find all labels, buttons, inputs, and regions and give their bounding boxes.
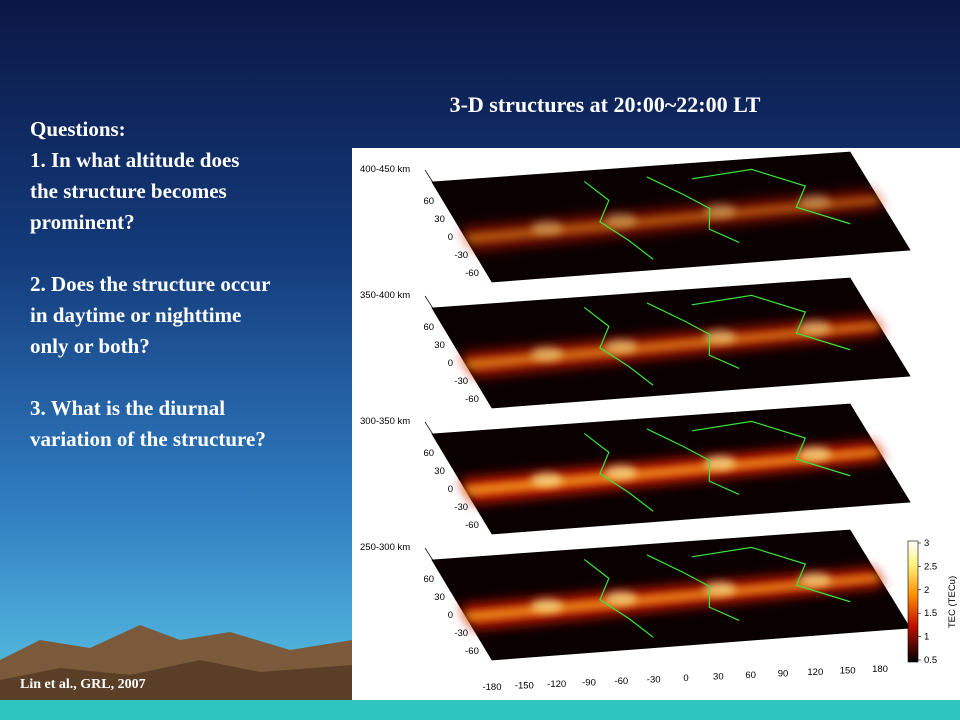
question-line: 3. What is the diurnal <box>30 396 225 420</box>
colorbar-tick-label: 3 <box>924 538 929 549</box>
tec-band-core <box>463 196 882 244</box>
tec-spot <box>798 446 831 461</box>
question-line: prominent? <box>30 210 135 234</box>
longitude-tick-label: 0 <box>683 673 688 684</box>
question-line: 2. Does the structure occur <box>30 272 270 296</box>
tec-band-core <box>463 448 882 496</box>
latitude-tick-label: -60 <box>465 268 479 279</box>
colorbar-tick-label: 1.5 <box>924 608 937 619</box>
latitude-tick-label: 60 <box>424 322 435 333</box>
colorbar-tick-label: 0.5 <box>924 655 937 666</box>
tec-spot <box>530 220 563 235</box>
question-line: 1. In what altitude does <box>30 148 239 172</box>
slide-title: 3-D structures at 20:00~22:00 LT <box>450 92 761 117</box>
latitude-tick-label: -30 <box>454 628 468 639</box>
latitude-tick-label: 0 <box>448 610 453 621</box>
coastline <box>583 432 654 512</box>
question-line: in daytime or nighttime <box>30 303 241 327</box>
coastline <box>691 420 851 477</box>
latitude-tick-label: -30 <box>454 250 468 261</box>
question-line: the structure becomes <box>30 179 227 203</box>
tec-spot <box>530 598 563 613</box>
latitude-tick-label: 30 <box>434 214 445 225</box>
latitude-tick-label: 60 <box>424 574 435 585</box>
tec-spot <box>703 203 736 218</box>
coastline <box>646 428 740 495</box>
latitude-tick-label: 60 <box>424 448 435 459</box>
latitude-tick-label: -60 <box>465 394 479 405</box>
tec-spot <box>798 572 831 587</box>
colorbar-tick-label: 2.5 <box>924 561 937 572</box>
longitude-tick-label: -180 <box>482 682 501 693</box>
longitude-tick-label: -30 <box>647 675 661 686</box>
colorbar-tick-label: 2 <box>924 585 929 596</box>
longitude-tick-label: 90 <box>778 669 789 680</box>
coastline <box>691 546 851 603</box>
colorbar-label: TEC (TECu) <box>947 576 958 628</box>
coastline <box>691 168 851 225</box>
label-pointer <box>424 295 435 311</box>
longitude-tick-label: 180 <box>872 664 888 675</box>
tec-band-core <box>463 574 882 622</box>
altitude-label: 250-300 km <box>360 542 410 553</box>
latitude-tick-label: 60 <box>424 196 435 207</box>
ground-band <box>0 700 960 720</box>
altitude-label: 300-350 km <box>360 416 410 427</box>
latitude-tick-label: -30 <box>454 502 468 513</box>
latitude-tick-label: 30 <box>434 466 445 477</box>
latitude-tick-label: -60 <box>465 520 479 531</box>
coastline <box>646 176 740 243</box>
label-pointer <box>424 169 435 185</box>
question-line: variation of the structure? <box>30 427 266 451</box>
longitude-tick-label: 120 <box>807 667 823 678</box>
tec-band-core <box>463 322 882 370</box>
tec-spot <box>798 194 831 209</box>
tec-spot <box>798 320 831 335</box>
tec-spot <box>530 346 563 361</box>
altitude-label: 400-450 km <box>360 164 410 175</box>
tec-spot <box>604 465 637 480</box>
tec-spot <box>530 472 563 487</box>
coastline <box>646 302 740 369</box>
coastline <box>583 180 654 260</box>
tec-spot <box>703 455 736 470</box>
tec-spot <box>604 591 637 606</box>
tec-spot <box>604 339 637 354</box>
coastline <box>646 554 740 621</box>
longitude-tick-label: 30 <box>713 672 724 683</box>
tec-spot <box>604 213 637 228</box>
latitude-tick-label: -30 <box>454 376 468 387</box>
colorbar-tick-label: 1 <box>924 632 929 643</box>
latitude-tick-label: 0 <box>448 358 453 369</box>
latitude-tick-label: -60 <box>465 646 479 657</box>
latitude-tick-label: 30 <box>434 592 445 603</box>
longitude-tick-label: -150 <box>515 681 534 692</box>
longitude-tick-label: -120 <box>547 679 566 690</box>
tec-spot <box>703 329 736 344</box>
longitude-tick-label: 60 <box>745 670 756 681</box>
longitude-tick-label: 150 <box>840 666 856 677</box>
label-pointer <box>424 547 435 563</box>
coastline <box>583 558 654 638</box>
coastline <box>691 294 851 351</box>
longitude-tick-label: -90 <box>582 678 596 689</box>
questions: Questions: 1. In what altitude does the st… <box>30 117 270 451</box>
questions-heading: Questions: <box>30 117 126 141</box>
colorbar <box>907 540 919 663</box>
question-line: only or both? <box>30 334 150 358</box>
latitude-tick-label: 0 <box>448 484 453 495</box>
coastline <box>583 306 654 386</box>
longitude-tick-label: -60 <box>614 676 628 687</box>
altitude-label: 350-400 km <box>360 290 410 301</box>
tec-spot <box>703 581 736 596</box>
label-pointer <box>424 421 435 437</box>
latitude-tick-label: 0 <box>448 232 453 243</box>
citation: Lin et al., GRL, 2007 <box>20 677 146 692</box>
latitude-tick-label: 30 <box>434 340 445 351</box>
